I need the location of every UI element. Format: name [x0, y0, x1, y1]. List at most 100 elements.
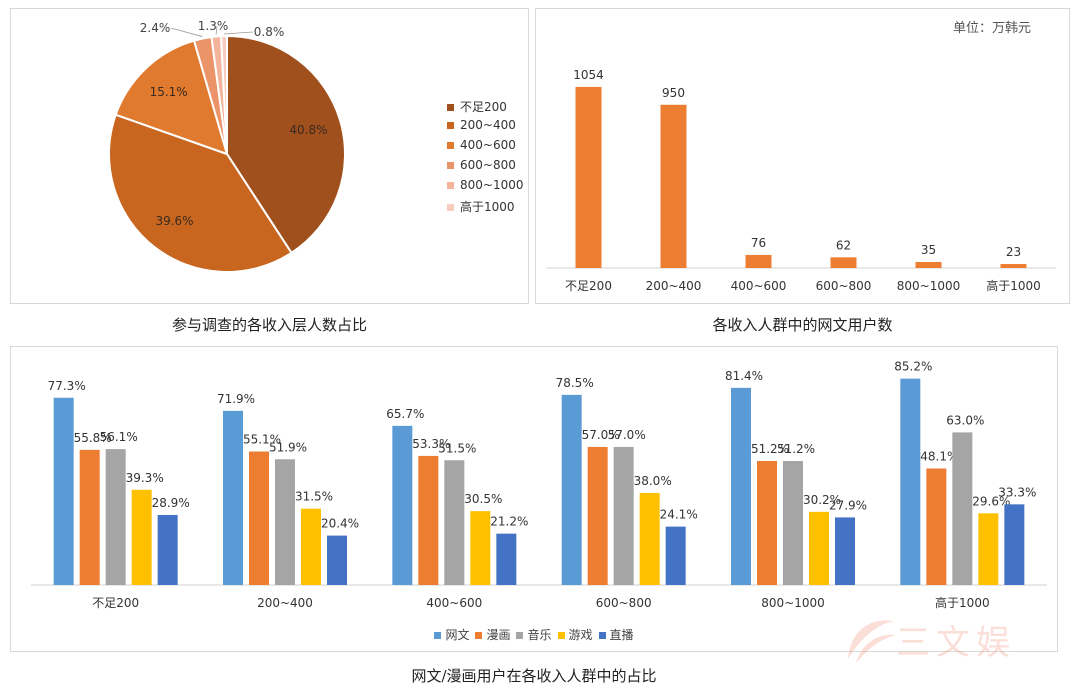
grouped-bar-value-label: 78.5%: [556, 376, 594, 390]
grouped-bar: [783, 460, 803, 585]
grouped-bar-value-label: 30.5%: [464, 492, 502, 506]
grouped-bar-value-label: 24.1%: [660, 508, 698, 522]
bar-chart: 1054 不足200 950 200~400 76 400~600 62 600~800 35 8…: [546, 68, 1056, 293]
x-tick-label: 200~400: [257, 596, 313, 610]
grouped-bar: [131, 489, 152, 585]
grouped-bar-value-label: 55.8%: [74, 431, 112, 445]
grouped-bar: [301, 508, 321, 585]
legend-label: 直播: [609, 628, 634, 642]
bar-value-label: 35: [921, 243, 936, 257]
grouped-bar-value-label: 81.4%: [725, 369, 763, 383]
bar-value-label: 76: [751, 236, 766, 250]
grouped-bar: [53, 397, 74, 585]
grouped-bar-value-label: 38.0%: [634, 474, 672, 488]
grouped-bar-value-label: 48.1%: [920, 449, 958, 463]
x-tick-label: 高于1000: [986, 278, 1041, 293]
grouped-legend-item: 漫画: [475, 626, 510, 643]
legend-swatch: [447, 104, 454, 111]
grouped-bar: [444, 460, 465, 585]
legend-swatch: [434, 632, 442, 639]
legend-label: 200~400: [460, 118, 516, 132]
pie-data-label: 1.3%: [198, 19, 229, 33]
pie-legend-item: 800~1000: [447, 178, 524, 192]
grouped-bar: [275, 459, 295, 585]
grouped-bar-value-label: 33.3%: [998, 485, 1036, 499]
x-tick-label: 400~600: [426, 596, 482, 610]
pie-legend-item: 不足200: [447, 98, 507, 115]
pie-chart-caption: 参与调查的各收入层人数占比: [171, 316, 367, 334]
x-tick-label: 200~400: [646, 279, 702, 293]
grouped-bar-value-label: 51.2%: [751, 442, 789, 456]
x-tick-label: 不足200: [92, 596, 139, 610]
grouped-bar: [731, 387, 751, 585]
legend-swatch: [447, 142, 454, 149]
grouped-bar-value-label: 28.9%: [152, 496, 190, 510]
grouped-bar: [249, 451, 269, 585]
legend-swatch: [475, 632, 483, 639]
legend-swatch: [447, 122, 454, 129]
grouped-bar: [561, 394, 582, 585]
grouped-bar: [392, 425, 413, 585]
grouped-bar-value-label: 65.7%: [386, 407, 424, 421]
grouped-bar-value-label: 53.3%: [412, 437, 450, 451]
pie-data-label: 2.4%: [140, 21, 171, 35]
grouped-bar: [952, 432, 973, 585]
legend-label: 漫画: [486, 628, 511, 642]
grouped-bar-value-label: 85.2%: [894, 360, 932, 374]
grouped-bar: [105, 449, 126, 585]
pie-slice: [220, 34, 228, 155]
brand-logo-icon: [848, 620, 896, 663]
grouped-bar: [327, 535, 347, 585]
legend-label: 400~600: [460, 138, 516, 152]
grouped-bar: [613, 446, 634, 585]
grouped-bar: [900, 378, 921, 585]
grouped-bar-value-label: 20.4%: [321, 517, 359, 531]
x-tick-label: 不足200: [565, 279, 612, 293]
grouped-bar-value-label: 51.5%: [438, 441, 476, 455]
pie-chart: 40.8% 39.6% 15.1% 2.4% 1.3% 0.8%: [108, 19, 346, 273]
grouped-bar-value-label: 63.0%: [946, 413, 984, 427]
grouped-bar-value-label: 57.0%: [608, 428, 646, 442]
bar: [1000, 264, 1027, 268]
legend-label: 音乐: [527, 628, 552, 642]
pie-leader-line: [215, 25, 218, 35]
grouped-bar: [757, 460, 777, 585]
pie-slice: [108, 113, 293, 273]
grouped-bar-value-label: 55.1%: [243, 433, 281, 447]
grouped-bar-chart-panel: 77.3% 55.8% 56.1% 39.3% 28.9% 不足200 71.9% 55.1%…: [10, 346, 1058, 652]
x-tick-label: 600~800: [816, 279, 872, 293]
grouped-bar-value-label: 31.5%: [295, 490, 333, 504]
watermark-text: 三文娱: [896, 623, 1016, 663]
grouped-bar-value-label: 71.9%: [217, 392, 255, 406]
grouped-bar-value-label: 51.2%: [777, 442, 815, 456]
x-tick-label: 高于1000: [935, 595, 990, 610]
bar-chart-caption: 各收入人群中的网文用户数: [712, 316, 893, 334]
legend-label: 高于1000: [460, 200, 515, 214]
grouped-bar: [223, 410, 243, 585]
grouped-bar-value-label: 57.0%: [582, 428, 620, 442]
pie-leader-line: [170, 27, 203, 37]
pie-chart-panel: 40.8% 39.6% 15.1% 2.4% 1.3% 0.8% 不足200 200~400…: [10, 8, 529, 304]
legend-swatch: [447, 204, 454, 211]
bar-value-label: 950: [662, 86, 685, 100]
pie-legend-item: 200~400: [447, 118, 516, 132]
bar-value-label: 62: [836, 238, 851, 252]
watermark: 三文娱: [840, 605, 1070, 680]
grouped-bar: [1004, 504, 1025, 585]
grouped-bar-value-label: 51.9%: [269, 440, 307, 454]
bar: [830, 257, 857, 268]
grouped-bar: [978, 513, 999, 585]
x-tick-label: 800~1000: [761, 596, 825, 610]
legend-swatch: [516, 632, 524, 639]
legend-label: 600~800: [460, 158, 516, 172]
grouped-bar-value-label: 30.2%: [803, 493, 841, 507]
pie-data-label: 40.8%: [289, 123, 327, 137]
bar: [575, 86, 602, 269]
pie-legend-item: 高于1000: [447, 198, 515, 215]
grouped-chart-caption: 网文/漫画用户在各收入人群中的占比: [411, 667, 657, 685]
pie-data-label: 0.8%: [254, 25, 285, 39]
pie-leader-line: [223, 31, 254, 35]
grouped-bar: [470, 511, 491, 585]
bar-value-label: 1054: [573, 68, 604, 82]
bar: [745, 254, 772, 268]
